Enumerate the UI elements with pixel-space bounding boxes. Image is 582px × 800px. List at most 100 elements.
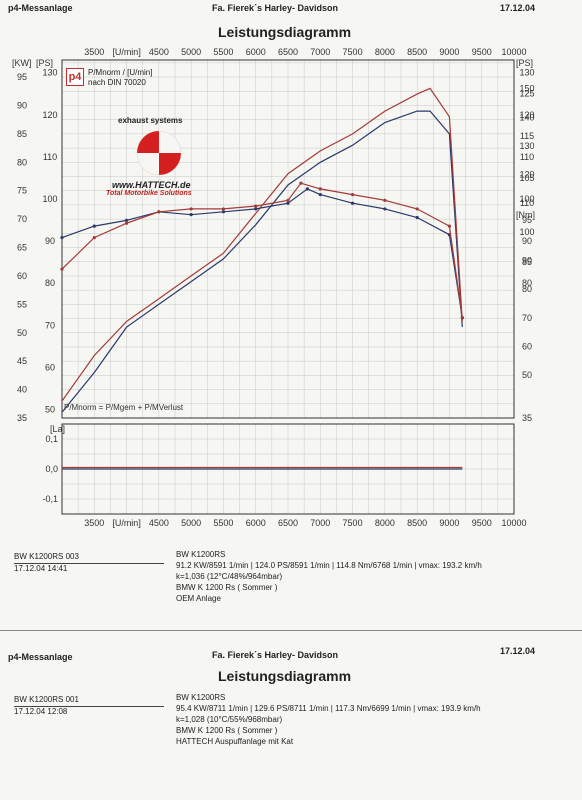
y-tick-label-ps-left: 70: [45, 320, 55, 330]
axis-label-ps-left: [PS]: [36, 58, 53, 68]
y-tick-label-ps-right: 80: [522, 278, 532, 288]
y-tick-label-kw: 75: [17, 186, 27, 196]
y-tick-label-kw: 50: [17, 328, 27, 338]
x-tick-label-top: 5000: [181, 47, 201, 57]
page2-results: 95.4 KW/8711 1/min | 129.6 PS/8711 1/min…: [176, 704, 481, 713]
y-tick-label-kw: 95: [17, 72, 27, 82]
y-tick-label-ps-left: 100: [42, 194, 57, 204]
y-tick-label-nm: 100: [519, 227, 534, 237]
y-tick-label-kw: 90: [17, 100, 27, 110]
x-tick-label-top: 10000: [501, 47, 526, 57]
x-tick-label-bottom: 5500: [213, 518, 233, 528]
y-tick-label-lambda: 0,0: [45, 464, 58, 474]
y-tick-label-kw: 65: [17, 243, 27, 253]
x-tick-label-bottom: 6500: [278, 518, 298, 528]
y-tick-label-nm: 50: [522, 370, 532, 380]
y-tick-label-ps-right: 90: [522, 236, 532, 246]
formula-annotation: P/Mnorm = P/Mgem + P/MVerlust: [64, 403, 184, 412]
x-tick-label-top: 9500: [472, 47, 492, 57]
x-tick-label-bottom: 9500: [472, 518, 492, 528]
y-tick-label-ps-left: 110: [43, 152, 57, 162]
y-tick-label-nm: 150: [519, 84, 534, 94]
torque-point: [460, 316, 464, 320]
y-tick-label-nm: 35: [522, 413, 532, 423]
torque-point: [221, 210, 226, 214]
torque-curve-001: [61, 182, 463, 318]
page2-date: 17.12.04: [500, 646, 536, 656]
page1-correction: k=1,036 (12°C/48%/964mbar): [176, 572, 283, 581]
torque-point: [157, 210, 161, 214]
x-tick-label-top: 6500: [278, 47, 298, 57]
page1-dealer-label: Fa. Fierek´s Harley- Davidson: [212, 3, 339, 13]
y-tick-label-kw: 55: [17, 299, 27, 309]
page1-title: Leistungsdiagramm: [218, 24, 352, 40]
page2-title: Leistungsdiagramm: [218, 668, 352, 684]
torque-point: [92, 224, 96, 228]
x-tick-label-bottom: 8500: [407, 518, 427, 528]
x-tick-label-top: 9000: [439, 47, 459, 57]
axis-label-lambda: [La]: [50, 424, 65, 434]
legend-line-2: nach DIN 70020: [88, 78, 146, 87]
main-grid: [61, 60, 515, 419]
y-tick-label-nm: 110: [520, 198, 534, 208]
y-tick-label-ps-right: 105: [519, 173, 534, 183]
page2-bike: BMW K 1200 Rs ( Sommer ): [176, 726, 278, 735]
y-tick-label-ps-left: 50: [45, 405, 55, 415]
power-curve-001: [61, 87, 463, 402]
torque-point: [124, 221, 129, 225]
y-tick-label-kw: 80: [17, 157, 27, 167]
y-tick-label-nm: 140: [519, 112, 534, 122]
page1-run-id: BW K1200RS 003: [14, 552, 79, 561]
x-tick-label-top: 5500: [213, 47, 233, 57]
x-tick-label-top: 3500: [84, 47, 104, 57]
x-tick-label-bottom: 3500: [84, 518, 104, 528]
torque-point: [318, 193, 322, 197]
y-tick-label-ps-left: 120: [42, 110, 57, 120]
y-tick-label-ps-left: 60: [45, 362, 55, 372]
torque-point: [124, 218, 129, 222]
page1-model: BW K1200RS: [176, 550, 226, 559]
x-tick-label-top: 8500: [407, 47, 427, 57]
torque-point: [305, 187, 309, 191]
y-tick-label-ps-right: 125: [519, 89, 534, 99]
x-tick-label-top: 8000: [375, 47, 395, 57]
y-tick-label-nm: 60: [522, 341, 532, 351]
page2-dealer-label: Fa. Fierek´s Harley- Davidson: [212, 650, 339, 660]
torque-point: [383, 198, 387, 202]
x-tick-label-bottom: 5000: [181, 518, 201, 528]
page1-bike: BMW K 1200 Rs ( Sommer ): [176, 583, 278, 592]
torque-point: [318, 187, 322, 191]
torque-point: [383, 207, 387, 211]
x-tick-label-bottom: 8000: [375, 518, 395, 528]
page2-correction: k=1,028 (10°C/55%/968mbar): [176, 715, 283, 724]
x-tick-label-top: 7000: [310, 47, 330, 57]
power-curve-003: [61, 110, 463, 413]
axis-label-ps-right: [PS]: [516, 58, 533, 68]
y-tick-label-lambda: -0,1: [42, 494, 58, 504]
torque-point: [60, 267, 64, 271]
y-tick-label-kw: 35: [17, 413, 27, 423]
torque-point: [92, 235, 96, 240]
page-divider: [0, 630, 582, 631]
y-tick-label-ps-right: 110: [520, 152, 534, 162]
x-tick-label-bottom: 10000: [501, 518, 526, 528]
y-tick-label-ps-left: 80: [45, 278, 55, 288]
y-tick-label-lambda: 0,1: [45, 434, 58, 444]
page1-config: OEM Anlage: [176, 594, 221, 603]
x-tick-label-bottom: 4500: [149, 518, 169, 528]
page2-config: HATTECH Auspuffanlage mit Kat: [176, 737, 294, 746]
torque-point: [350, 193, 355, 197]
y-tick-label-nm: 70: [522, 313, 532, 323]
torque-point: [254, 204, 258, 208]
y-tick-label-nm: 120: [519, 170, 534, 180]
page2-run-date: 17.12.04 12:08: [14, 707, 68, 716]
y-tick-label-nm: 90: [522, 255, 532, 265]
page2-run-divider: [14, 706, 164, 707]
y-tick-label-kw: 40: [17, 385, 27, 395]
y-tick-label-kw: 45: [17, 356, 27, 366]
x-tick-label-top: [U/min]: [112, 47, 141, 57]
dyno-chart: 3500 [U/min] 4500 5000 5500 6000 6500 7000 7500 8…: [12, 47, 535, 528]
y-tick-label-nm: 130: [519, 141, 534, 151]
torque-point: [189, 213, 193, 217]
y-tick-label-kw: 60: [17, 271, 27, 281]
